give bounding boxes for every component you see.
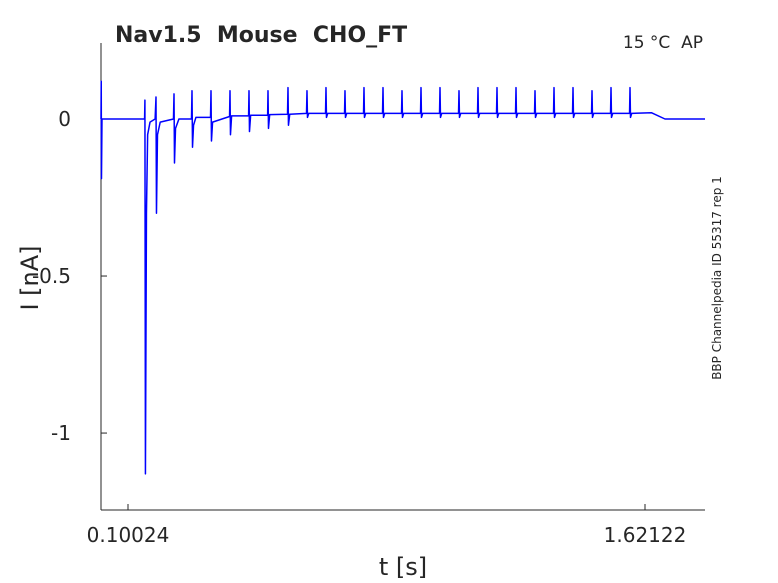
chart-title: Nav1.5 Mouse CHO_FT bbox=[115, 23, 407, 48]
y-tick-label: 0 bbox=[58, 107, 71, 131]
x-axis-label: t [s] bbox=[379, 553, 427, 581]
trace bbox=[100, 80, 705, 475]
y-axis-label: I [nA] bbox=[16, 245, 44, 310]
y-tick-label: -0.5 bbox=[32, 264, 71, 288]
y-tick-label: -1 bbox=[51, 421, 71, 445]
source-label: BBP Channelpedia ID 55317 rep 1 bbox=[710, 176, 724, 380]
x-tick-label: 0.10024 bbox=[87, 523, 170, 547]
x-tick-label: 1.62122 bbox=[604, 523, 687, 547]
condition-label: 15 °C AP bbox=[623, 33, 703, 53]
